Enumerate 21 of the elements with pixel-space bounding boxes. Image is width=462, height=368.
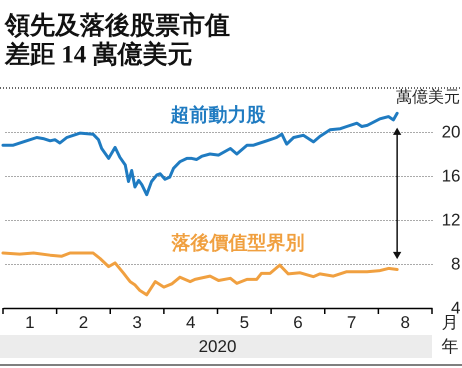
- chart-title: 領先及落後股票市值: [4, 11, 230, 40]
- x-axis-title: 月: [442, 313, 458, 332]
- y-axis-title: 萬億美元: [396, 88, 460, 106]
- y-tick-label: 20: [442, 122, 460, 142]
- chart-subtitle: 差距 14 萬億美元: [4, 40, 192, 68]
- x-tick-label: 4: [186, 313, 196, 332]
- y-tick-label: 16: [442, 166, 460, 186]
- y-tick-label: 8: [451, 254, 460, 274]
- line-series: [2, 252, 399, 296]
- y-tick-label: 12: [442, 210, 460, 230]
- x-tick-label: 6: [293, 313, 303, 332]
- text: 2020: [198, 337, 236, 356]
- series-label: 落後價值型界別: [170, 232, 304, 254]
- x-tick-label: 1: [25, 313, 35, 332]
- text: 年: [442, 337, 458, 356]
- x-tick-label: 8: [400, 313, 410, 332]
- x-tick-label: 3: [132, 313, 142, 332]
- series-label: 超前動力股: [170, 104, 266, 126]
- x-tick-label: 7: [346, 313, 356, 332]
- x-tick-label: 2: [78, 313, 88, 332]
- x-tick-label: 5: [240, 313, 250, 332]
